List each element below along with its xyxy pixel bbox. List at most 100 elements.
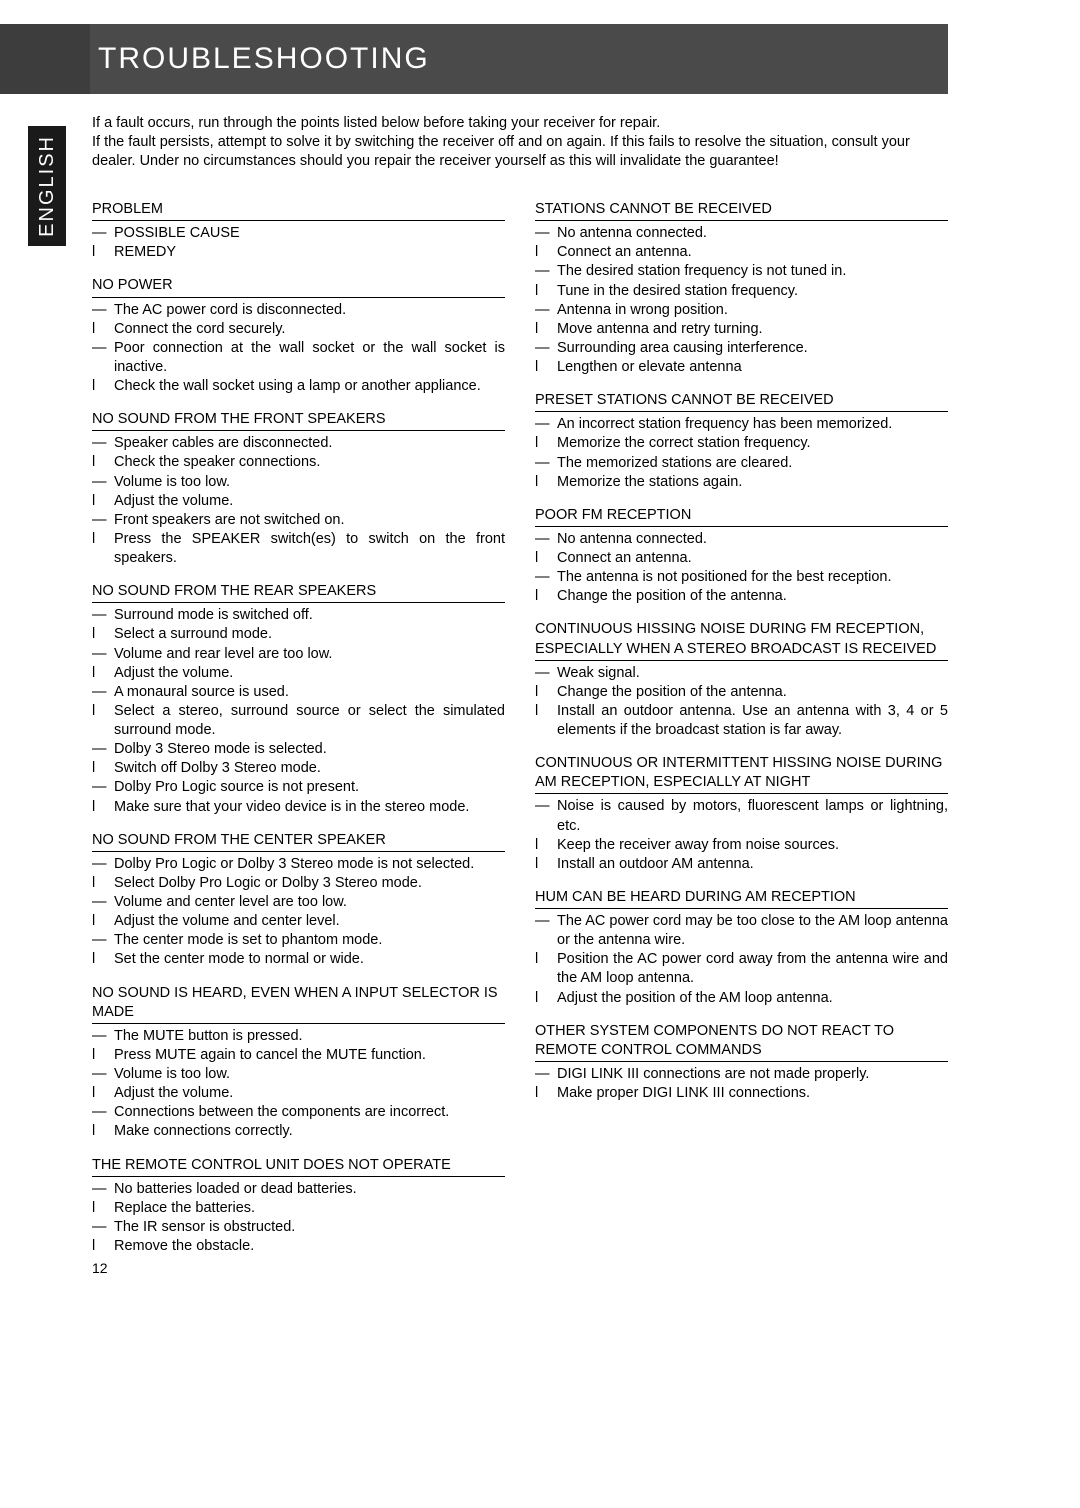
line-text: The memorized stations are cleared. — [557, 454, 948, 473]
line-prefix: — — [92, 224, 114, 243]
troubleshoot-section: NO SOUND FROM THE FRONT SPEAKERS—Speaker… — [92, 410, 505, 568]
line-prefix: — — [92, 645, 114, 664]
troubleshoot-section: HUM CAN BE HEARD DURING AM RECEPTION—The… — [535, 888, 948, 1008]
line-text: POSSIBLE CAUSE — [114, 224, 505, 243]
line-text: Volume is too low. — [114, 473, 505, 492]
line-prefix: l — [535, 358, 557, 377]
line-prefix: l — [535, 243, 557, 262]
troubleshoot-section: POOR FM RECEPTION—No antenna connected.l… — [535, 506, 948, 607]
remedy-line: lREMEDY — [92, 243, 505, 262]
line-text: Memorize the stations again. — [557, 473, 948, 492]
section-heading: NO POWER — [92, 276, 505, 297]
remedy-line: lTune in the desired station frequency. — [535, 282, 948, 301]
line-text: Select a surround mode. — [114, 625, 505, 644]
remedy-line: lSet the center mode to normal or wide. — [92, 950, 505, 969]
cause-line: —Dolby Pro Logic source is not present. — [92, 778, 505, 797]
cause-line: —Connections between the components are … — [92, 1103, 505, 1122]
line-text: Select a stereo, surround source or sele… — [114, 702, 505, 740]
line-prefix: — — [92, 1065, 114, 1084]
line-text: The AC power cord may be too close to th… — [557, 912, 948, 950]
remedy-line: lSelect a stereo, surround source or sel… — [92, 702, 505, 740]
section-heading: PROBLEM — [92, 200, 505, 221]
troubleshoot-section: NO SOUND FROM THE REAR SPEAKERS—Surround… — [92, 582, 505, 817]
section-heading: CONTINUOUS OR INTERMITTENT HISSING NOISE… — [535, 754, 948, 794]
remedy-line: lInstall an outdoor AM antenna. — [535, 855, 948, 874]
line-prefix: — — [535, 415, 557, 434]
section-heading: POOR FM RECEPTION — [535, 506, 948, 527]
line-text: Poor connection at the wall socket or th… — [114, 339, 505, 377]
troubleshoot-section: STATIONS CANNOT BE RECEIVED—No antenna c… — [535, 200, 948, 377]
line-text: Antenna in wrong position. — [557, 301, 948, 320]
remedy-line: lChange the position of the antenna. — [535, 587, 948, 606]
cause-line: —An incorrect station frequency has been… — [535, 415, 948, 434]
line-text: Dolby Pro Logic or Dolby 3 Stereo mode i… — [114, 855, 505, 874]
language-tab: ENGLISH — [28, 126, 66, 246]
line-text: Tune in the desired station frequency. — [557, 282, 948, 301]
line-prefix: — — [92, 855, 114, 874]
line-prefix: — — [535, 1065, 557, 1084]
line-text: The antenna is not positioned for the be… — [557, 568, 948, 587]
troubleshoot-section: CONTINUOUS HISSING NOISE DURING FM RECEP… — [535, 620, 948, 740]
line-prefix: l — [92, 453, 114, 472]
line-text: Keep the receiver away from noise source… — [557, 836, 948, 855]
line-prefix: — — [535, 454, 557, 473]
remedy-line: lRemove the obstacle. — [92, 1237, 505, 1256]
remedy-line: lAdjust the volume. — [92, 1084, 505, 1103]
section-heading: NO SOUND FROM THE FRONT SPEAKERS — [92, 410, 505, 431]
header-spacer — [0, 24, 90, 94]
remedy-line: lChange the position of the antenna. — [535, 683, 948, 702]
remedy-line: lConnect the cord securely. — [92, 320, 505, 339]
line-prefix: — — [92, 1218, 114, 1237]
line-text: The IR sensor is obstructed. — [114, 1218, 505, 1237]
line-text: The desired station frequency is not tun… — [557, 262, 948, 281]
line-prefix: — — [92, 1103, 114, 1122]
cause-line: —Volume is too low. — [92, 1065, 505, 1084]
line-prefix: — — [92, 683, 114, 702]
cause-line: —Surround mode is switched off. — [92, 606, 505, 625]
line-text: A monaural source is used. — [114, 683, 505, 702]
line-text: Make sure that your video device is in t… — [114, 798, 505, 817]
line-text: The AC power cord is disconnected. — [114, 301, 505, 320]
intro-line: If the fault persists, attempt to solve … — [92, 133, 948, 171]
cause-line: —Antenna in wrong position. — [535, 301, 948, 320]
line-prefix: l — [92, 1084, 114, 1103]
line-text: Adjust the volume and center level. — [114, 912, 505, 931]
line-text: Change the position of the antenna. — [557, 683, 948, 702]
line-text: Dolby Pro Logic source is not present. — [114, 778, 505, 797]
cause-line: —The MUTE button is pressed. — [92, 1027, 505, 1046]
cause-line: —Surrounding area causing interference. — [535, 339, 948, 358]
line-text: Connect an antenna. — [557, 243, 948, 262]
line-text: Memorize the correct station frequency. — [557, 434, 948, 453]
intro-text: If a fault occurs, run through the point… — [92, 114, 948, 171]
cause-line: —The IR sensor is obstructed. — [92, 1218, 505, 1237]
line-prefix: — — [535, 301, 557, 320]
line-prefix: — — [92, 1027, 114, 1046]
cause-line: —Noise is caused by motors, fluorescent … — [535, 797, 948, 835]
troubleshoot-section: THE REMOTE CONTROL UNIT DOES NOT OPERATE… — [92, 1156, 505, 1257]
line-prefix: — — [92, 931, 114, 950]
line-prefix: — — [92, 778, 114, 797]
line-text: Lengthen or elevate antenna — [557, 358, 948, 377]
line-text: Move antenna and retry turning. — [557, 320, 948, 339]
cause-line: —Dolby 3 Stereo mode is selected. — [92, 740, 505, 759]
troubleshoot-section: NO SOUND IS HEARD, EVEN WHEN A INPUT SEL… — [92, 984, 505, 1142]
line-text: Position the AC power cord away from the… — [557, 950, 948, 988]
line-text: Check the speaker connections. — [114, 453, 505, 472]
cause-line: —The center mode is set to phantom mode. — [92, 931, 505, 950]
line-prefix: l — [535, 989, 557, 1008]
line-text: Connect the cord securely. — [114, 320, 505, 339]
line-text: An incorrect station frequency has been … — [557, 415, 948, 434]
line-text: REMEDY — [114, 243, 505, 262]
line-prefix: l — [92, 1046, 114, 1065]
line-prefix: l — [92, 377, 114, 396]
remedy-line: lSelect a surround mode. — [92, 625, 505, 644]
line-text: Weak signal. — [557, 664, 948, 683]
remedy-line: lPress MUTE again to cancel the MUTE fun… — [92, 1046, 505, 1065]
line-prefix: l — [535, 855, 557, 874]
line-prefix: — — [535, 262, 557, 281]
line-prefix: l — [92, 530, 114, 568]
line-prefix: l — [535, 683, 557, 702]
remedy-line: lSelect Dolby Pro Logic or Dolby 3 Stere… — [92, 874, 505, 893]
troubleshoot-section: NO POWER—The AC power cord is disconnect… — [92, 276, 505, 396]
language-label: ENGLISH — [36, 135, 59, 237]
